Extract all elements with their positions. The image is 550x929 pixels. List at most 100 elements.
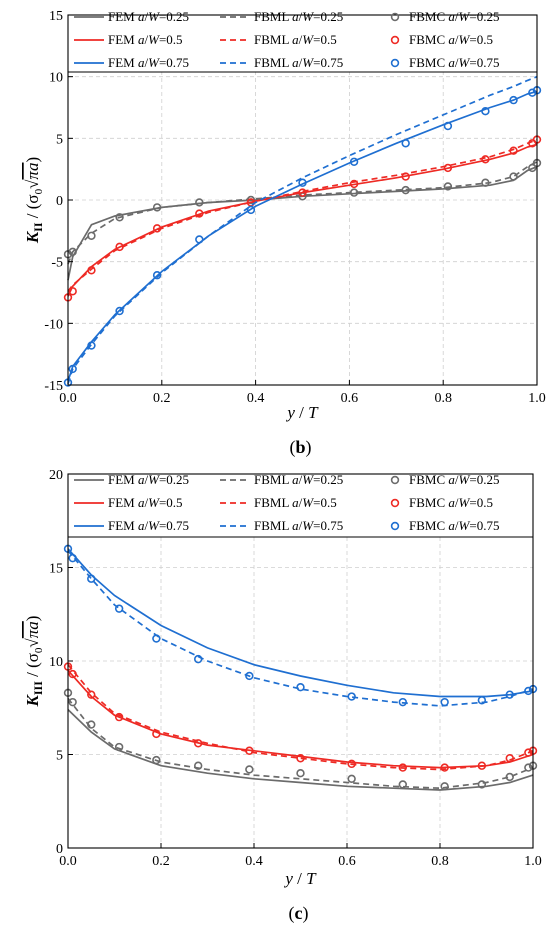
- legend-label: FBML a/W=0.75: [254, 55, 343, 70]
- data-point: [505, 754, 514, 763]
- data-point: [347, 759, 356, 769]
- legend-label: FBML a/W=0.75: [254, 518, 343, 533]
- x-tick-label: 0.2: [153, 391, 171, 406]
- x-tick-label: 0.0: [59, 391, 77, 406]
- legend-item: FBMC a/W=0.75: [390, 518, 499, 533]
- legend-item: FBML a/W=0.5: [220, 495, 337, 510]
- x-tick-label: 0.6: [338, 854, 356, 869]
- data-point: [152, 203, 162, 212]
- data-point: [401, 185, 410, 195]
- data-point: [87, 266, 96, 275]
- series-fbmc-a-w-0-5: [63, 135, 542, 302]
- data-point: [481, 106, 490, 116]
- data-point: [68, 287, 77, 296]
- series-fem-a-w-0-75: [67, 548, 534, 698]
- legend-label: FEM a/W=0.5: [108, 495, 183, 510]
- legend-marker: [390, 35, 400, 45]
- data-point: [195, 235, 204, 244]
- series-fem-a-w-0-25: [67, 708, 534, 791]
- legend-item: FBML a/W=0.75: [220, 55, 343, 70]
- data-point: [68, 553, 77, 563]
- legend-item: FBML a/W=0.5: [220, 32, 337, 47]
- legend-label: FEM a/W=0.25: [108, 472, 189, 487]
- data-point: [509, 95, 518, 105]
- x-tick-label: 0.4: [247, 391, 265, 406]
- legend-label: FBML a/W=0.25: [254, 9, 343, 24]
- data-point: [115, 213, 124, 222]
- data-point: [477, 780, 487, 789]
- x-tick-label: 0.6: [341, 391, 359, 406]
- legend-label: FBMC a/W=0.25: [409, 9, 499, 24]
- legend-item: FEM a/W=0.5: [74, 32, 183, 47]
- legend-label: FEM a/W=0.75: [108, 55, 189, 70]
- y-tick-label: 10: [49, 71, 63, 86]
- data-point: [481, 155, 490, 164]
- data-point: [115, 242, 124, 252]
- panel-label: (b): [289, 437, 311, 458]
- data-point: [195, 198, 204, 207]
- legend-label: FEM a/W=0.5: [108, 32, 183, 47]
- data-point: [245, 746, 254, 755]
- data-point: [152, 271, 162, 280]
- data-point: [152, 729, 161, 739]
- data-point: [87, 231, 96, 240]
- data-point: [440, 697, 449, 707]
- legend-item: FEM a/W=0.5: [74, 495, 183, 510]
- legend-label: FEM a/W=0.75: [108, 518, 189, 533]
- data-point: [347, 774, 356, 784]
- legend-item: FBMC a/W=0.75: [390, 55, 499, 70]
- y-tick-label: -10: [44, 317, 63, 332]
- data-point: [152, 755, 161, 765]
- legend-item: FBMC a/W=0.5: [390, 32, 493, 47]
- y-tick-label: 20: [49, 468, 63, 483]
- legend-label: FBML a/W=0.5: [254, 495, 337, 510]
- chart-panel-c: FEM a/W=0.25 FBML a/W=0.25 FBMC a/W=0.25 FE…: [23, 468, 542, 924]
- series-fbml-a-w-0-25: [67, 697, 534, 790]
- series-line: [67, 550, 534, 707]
- data-point: [509, 146, 518, 155]
- series-line: [67, 143, 538, 297]
- legend-item: FBMC a/W=0.5: [390, 495, 493, 510]
- legend-marker: [390, 498, 400, 508]
- data-point: [194, 739, 203, 748]
- series-fem-a-w-0-5: [67, 143, 538, 297]
- legend-marker: [390, 475, 400, 485]
- y-axis-label: KIII / (σ0√πa): [23, 616, 45, 708]
- data-point: [505, 690, 514, 699]
- data-point: [68, 697, 77, 707]
- series-line: [67, 669, 534, 769]
- legend-label: FBMC a/W=0.75: [409, 55, 499, 70]
- series-line: [67, 708, 534, 791]
- series-line: [67, 90, 538, 382]
- x-tick-label: 1.0: [528, 391, 546, 406]
- data-point: [152, 224, 162, 233]
- data-point: [477, 761, 487, 770]
- data-point: [298, 178, 307, 187]
- series-line: [67, 697, 534, 790]
- data-point: [505, 772, 514, 782]
- legend-box: [68, 15, 537, 72]
- legend-marker: [390, 12, 400, 22]
- legend-item: FBML a/W=0.25: [220, 472, 343, 487]
- data-point: [440, 763, 449, 772]
- series-line: [67, 161, 538, 265]
- y-tick-label: 10: [49, 655, 63, 670]
- series-fem-a-w-0-75: [67, 90, 538, 382]
- y-tick-label: 15: [49, 562, 63, 577]
- series-fbmc-a-w-0-75: [63, 544, 538, 707]
- legend-label: FBMC a/W=0.5: [409, 32, 493, 47]
- data-point: [87, 574, 96, 583]
- data-point: [440, 782, 449, 791]
- data-point: [87, 690, 96, 699]
- data-point: [114, 712, 124, 722]
- data-point: [524, 748, 533, 757]
- legend-label: FBMC a/W=0.5: [409, 495, 493, 510]
- series-fbml-a-w-0-5: [67, 138, 538, 292]
- series-line: [67, 548, 534, 698]
- data-point: [481, 178, 490, 187]
- series-fbmc-a-w-0-5: [63, 662, 538, 772]
- y-tick-label: 0: [56, 842, 63, 857]
- data-point: [296, 754, 305, 763]
- data-point: [524, 763, 533, 772]
- data-point: [398, 780, 407, 789]
